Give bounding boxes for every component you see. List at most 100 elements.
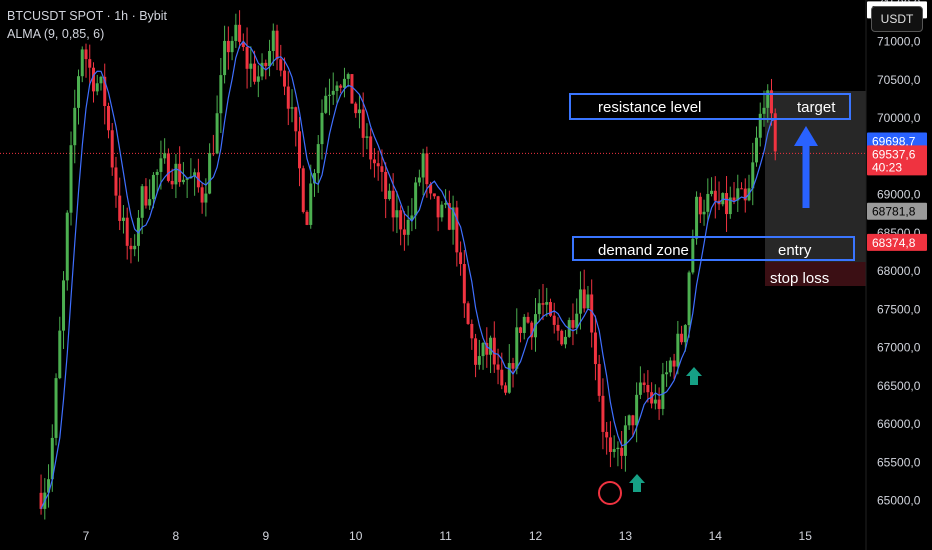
candle-body: [627, 415, 631, 426]
candle-body: [245, 47, 249, 69]
candle-body: [327, 94, 331, 96]
candle-body: [354, 103, 358, 114]
candle-body: [380, 166, 384, 172]
candle-body: [406, 219, 410, 235]
candle-body: [620, 447, 624, 456]
demand-zone-box: [572, 236, 855, 261]
price-tag-stop: [867, 233, 927, 251]
candle-body: [522, 316, 526, 333]
candle-body: [466, 303, 470, 324]
candle-body: [342, 78, 346, 88]
candle-body: [129, 245, 133, 250]
candle-body: [612, 449, 616, 452]
candle-body: [661, 374, 665, 409]
currency-button[interactable]: USDT: [871, 6, 923, 32]
low-marker-circle-icon: [598, 481, 622, 505]
y-tick-label: 65500,0: [877, 455, 921, 469]
candle-body: [369, 136, 373, 160]
y-tick-label: 70500,0: [877, 73, 921, 87]
candle-body: [88, 59, 92, 68]
candle-body: [178, 163, 182, 183]
candle-body: [728, 197, 732, 215]
candle-body: [125, 217, 129, 246]
candle-body: [537, 303, 541, 315]
candle-body: [121, 217, 125, 221]
candle-body: [665, 372, 669, 375]
candle-body: [305, 211, 309, 225]
candle-body: [631, 415, 635, 426]
candle-body: [215, 113, 219, 154]
target-label: target: [797, 99, 836, 116]
candle-body: [691, 238, 695, 273]
candle-body: [77, 76, 81, 108]
candle-body: [361, 109, 365, 138]
candle-body: [372, 159, 376, 164]
x-tick-label: 13: [619, 529, 633, 543]
candle-body: [357, 109, 361, 114]
price-tag-stop-text: 68374,8: [872, 236, 916, 250]
candle-body: [762, 107, 766, 114]
x-tick-label: 15: [799, 529, 813, 543]
candle-body: [766, 90, 770, 108]
x-tick-label: 8: [173, 529, 180, 543]
candle-body: [459, 252, 463, 265]
candle-body: [680, 333, 684, 343]
candle-body: [616, 447, 620, 450]
candle-body: [200, 187, 204, 203]
target-zone: [765, 91, 866, 285]
candle-body: [698, 196, 702, 215]
candle-body: [489, 337, 493, 355]
candle-body: [144, 186, 148, 206]
candle-body: [331, 90, 335, 95]
candle-body: [560, 330, 564, 345]
candle-body: [732, 197, 736, 201]
price-tag-entry-text: 68781,8: [872, 205, 916, 219]
y-tick-label: 65000,0: [877, 494, 921, 508]
y-tick-label: 67500,0: [877, 302, 921, 316]
candle-body: [230, 40, 234, 53]
candle-body: [166, 153, 170, 181]
candle-body: [706, 193, 710, 212]
candle-body: [106, 106, 110, 131]
candle-body: [713, 190, 717, 201]
candle-body: [575, 313, 579, 328]
candle-body: [174, 163, 178, 185]
candle-body: [710, 190, 714, 194]
price-tag-alma-text: 69698,7: [872, 135, 916, 149]
candle-body: [548, 302, 552, 316]
candle-body: [324, 95, 328, 113]
candle-body: [402, 229, 406, 235]
candle-body: [447, 203, 451, 230]
candle-body: [286, 86, 290, 109]
candle-body: [193, 172, 197, 177]
x-tick-label: 14: [709, 529, 723, 543]
candle-body: [50, 437, 54, 480]
candle-body: [58, 330, 62, 379]
candle-body: [399, 210, 403, 230]
candle-body: [623, 425, 627, 456]
candle-body: [110, 130, 114, 168]
candle-body: [605, 431, 609, 438]
candle-body: [208, 153, 212, 194]
candle-body: [504, 385, 508, 393]
candle-body: [294, 107, 298, 132]
candle-body: [256, 76, 260, 82]
alma-line: [40, 40, 776, 510]
candle-body: [530, 322, 534, 338]
candle-body: [339, 85, 343, 88]
candle-body: [159, 158, 163, 172]
price-tag-current-text: 69537,6: [872, 147, 916, 161]
teal-arrow-icon: [686, 367, 702, 385]
candle-body: [264, 62, 268, 67]
x-tick-label: 12: [529, 529, 543, 543]
candle-body: [676, 333, 680, 367]
candle-body: [496, 364, 500, 370]
candle-body: [95, 83, 99, 92]
candle-body: [470, 323, 474, 339]
candle-body: [365, 136, 369, 138]
candle-body: [500, 369, 504, 386]
candle-body: [601, 395, 605, 432]
candle-body: [181, 179, 185, 183]
candle-body: [751, 162, 755, 189]
